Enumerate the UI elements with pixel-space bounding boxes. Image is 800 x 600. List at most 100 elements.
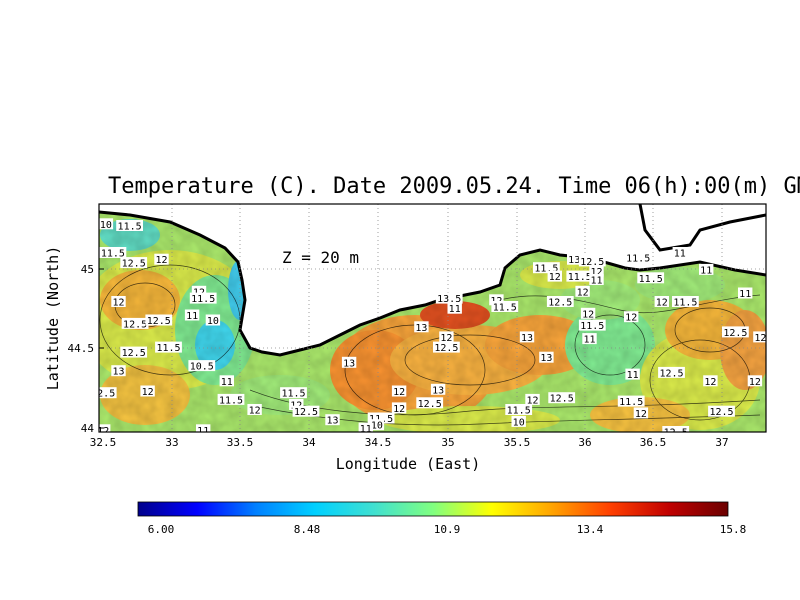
depth-label: Z = 20 m bbox=[282, 248, 359, 267]
colorbar-tick-label: 10.9 bbox=[434, 523, 461, 536]
contour-label: 11.5 bbox=[637, 272, 665, 285]
contour-label-text: 12 bbox=[393, 387, 405, 398]
contour-label-text: 13 bbox=[568, 255, 580, 266]
contour-label-text: 12.5 bbox=[550, 394, 574, 405]
contour-label: 12.5 bbox=[121, 317, 149, 330]
contour-label-text: 11 bbox=[583, 335, 595, 346]
contour-label: 11.5 bbox=[533, 262, 560, 275]
contour-label: 12 bbox=[580, 307, 596, 320]
contour-label: 12 bbox=[547, 270, 562, 283]
contour-label: 12 bbox=[154, 253, 169, 266]
contour-label: 12.5 bbox=[546, 296, 574, 309]
contour-label: 12 bbox=[589, 265, 604, 278]
contour-label: 11 bbox=[582, 333, 597, 346]
contour-labels: 1011.511.512.5121211.512111012.512.512.5… bbox=[91, 218, 766, 439]
contour-label: 11 bbox=[184, 309, 200, 322]
contour-label: 13 bbox=[567, 253, 582, 266]
map-title: Temperature (C). Date 2009.05.24. Time 0… bbox=[108, 174, 800, 199]
x-axis: 32.5 33 33.5 34 34.5 35 35.5 36 36.5 37 bbox=[90, 436, 729, 449]
contour-label: 11.5 bbox=[99, 247, 127, 260]
contour-label-text: 10 bbox=[100, 220, 112, 231]
contour-label-text: 11.5 bbox=[568, 272, 592, 283]
contour-label-text: 12.5 bbox=[122, 348, 146, 359]
contour-label: 11.5 bbox=[566, 270, 594, 283]
contour-label-text: 12.5 bbox=[122, 259, 146, 270]
contour-label-text: 10 bbox=[371, 421, 383, 432]
contour-label-text: 12 bbox=[112, 298, 124, 309]
contour-label-text: 13.5 bbox=[437, 294, 461, 305]
contour-label: 12.5 bbox=[578, 255, 606, 268]
contour-label: 13 bbox=[325, 414, 340, 427]
y-axis: 45 44.5 44 bbox=[68, 263, 104, 435]
contour-label-text: 12.5 bbox=[664, 428, 688, 439]
azov-coast bbox=[638, 204, 766, 252]
contour-label: 12 bbox=[97, 424, 111, 437]
x-tick-label: 32.5 bbox=[90, 436, 117, 449]
contour-label-text: 11.5 bbox=[619, 397, 643, 408]
contour-label-text: 11.5 bbox=[156, 343, 180, 354]
contour-label: 12 bbox=[140, 385, 155, 398]
contour-label-text: 12 bbox=[440, 333, 452, 344]
contour-label: 12.5 bbox=[292, 405, 320, 418]
contour-label: 12 bbox=[525, 393, 540, 406]
contour-label: 12 bbox=[391, 402, 407, 415]
crimea-land bbox=[99, 204, 766, 355]
y-tick-label: 44.5 bbox=[68, 342, 95, 355]
contour-label-text: 11.5 bbox=[673, 298, 697, 309]
contour-label: 11.5 bbox=[672, 296, 699, 309]
contour-label-text: 12 bbox=[635, 409, 647, 420]
contour-label-text: 11 bbox=[674, 249, 686, 260]
contour-label: 12 bbox=[111, 296, 126, 309]
contour-label: 11.5 bbox=[578, 319, 606, 332]
contour-label-text: 11 bbox=[221, 377, 233, 388]
contour-label-text: 11 bbox=[197, 426, 209, 437]
contour-label-text: 12 bbox=[590, 267, 602, 278]
contour-label: 12.5 bbox=[708, 405, 735, 418]
contour-label: 11 bbox=[672, 247, 687, 260]
contour-label: 13 bbox=[539, 351, 554, 364]
contour-label: 12.5 bbox=[548, 392, 576, 405]
contour-label: 11 bbox=[589, 274, 604, 287]
contour-label-text: 12.5 bbox=[123, 319, 147, 330]
contour-label-text: 11 bbox=[700, 265, 712, 276]
contour-label-text: 12 bbox=[656, 298, 668, 309]
contour-label: 11.5 bbox=[217, 393, 245, 406]
x-tick-label: 34.5 bbox=[365, 436, 392, 449]
contour-label-text: 12.5 bbox=[147, 316, 171, 327]
contour-label: 12.5 bbox=[433, 341, 460, 354]
contour-label-text: 12 bbox=[142, 387, 154, 398]
contour-label-text: 11 bbox=[627, 370, 639, 381]
contour-label-text: 12 bbox=[155, 255, 167, 266]
map-frame bbox=[98, 203, 767, 433]
contour-label-text: 11 bbox=[186, 311, 198, 322]
contour-label-text: 12 bbox=[582, 309, 594, 320]
contour-label-text: 12.5 bbox=[580, 257, 604, 268]
x-tick-label: 35 bbox=[441, 436, 454, 449]
contour-label-text: 11.5 bbox=[281, 389, 305, 400]
contour-label-text: 12.5 bbox=[723, 328, 747, 339]
contour-label-text: 12 bbox=[97, 426, 109, 437]
contour-label-text: 12.5 bbox=[418, 399, 442, 410]
contour-label: 11.5 bbox=[155, 341, 182, 354]
contour-label: 10 bbox=[99, 218, 114, 231]
contour-label-text: 10 bbox=[207, 316, 219, 327]
colorbar bbox=[137, 501, 729, 517]
contour-label-text: 12.5 bbox=[659, 368, 683, 379]
contour-label: 11 bbox=[699, 263, 714, 276]
contour-label-text: 12.5 bbox=[709, 407, 733, 418]
contour-label-text: 10.5 bbox=[190, 362, 214, 373]
y-tick-label: 44 bbox=[81, 422, 95, 435]
contour-label: 11.5 bbox=[189, 292, 217, 305]
x-tick-label: 33.5 bbox=[227, 436, 254, 449]
contour-label: 12 bbox=[439, 331, 454, 344]
contour-label: 12 bbox=[703, 375, 718, 388]
contour-label-text: 11.5 bbox=[101, 249, 125, 260]
contour-label-text: 12.5 bbox=[434, 343, 458, 354]
contour-label: 10 bbox=[511, 415, 526, 428]
contour-label: 11.5 bbox=[280, 387, 307, 400]
contour-label: 13 bbox=[519, 331, 535, 344]
contour-label-text: 11 bbox=[360, 424, 372, 435]
contour-label-text: 12.5 bbox=[91, 389, 115, 400]
contour-label-text: 12 bbox=[249, 406, 261, 417]
contour-label-text: 10 bbox=[513, 417, 525, 428]
